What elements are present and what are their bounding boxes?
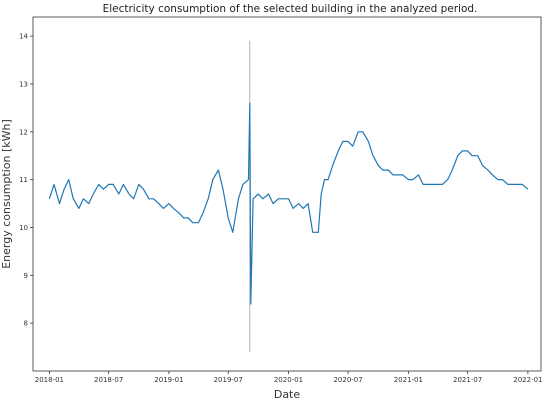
y-tick-label: 9 xyxy=(24,272,28,280)
series-line xyxy=(48,102,529,305)
y-axis-label: Energy consumption [kWh] xyxy=(0,119,13,269)
y-tick-label: 14 xyxy=(19,33,28,41)
x-tick-label: 2021-01 xyxy=(394,376,423,384)
y-tick-label: 12 xyxy=(19,128,28,136)
x-tick-label: 2020-01 xyxy=(274,376,303,384)
plot-frame xyxy=(32,16,542,372)
x-tick-label: 2020-07 xyxy=(333,376,362,384)
x-tick-label: 2019-07 xyxy=(214,376,243,384)
x-tick-label: 2018-01 xyxy=(35,376,64,384)
chart-title: Electricity consumption of the selected … xyxy=(103,3,478,15)
y-tick-label: 10 xyxy=(19,224,28,232)
x-tick-label: 2018-07 xyxy=(94,376,123,384)
x-axis: 2018-01 2018-07 2019-01 2019-07 2020-01 2020-… xyxy=(35,371,543,384)
plot-area xyxy=(32,16,542,372)
y-axis: 8 9 10 11 12 13 14 xyxy=(19,33,33,328)
x-tick-label: 2021-07 xyxy=(453,376,482,384)
x-tick-label: 2022-01 xyxy=(513,376,542,384)
y-tick-label: 8 xyxy=(24,320,28,328)
y-tick-label: 11 xyxy=(19,176,28,184)
y-tick-label: 13 xyxy=(19,80,28,88)
x-tick-label: 2019-01 xyxy=(154,376,183,384)
x-axis-label: Date xyxy=(274,388,301,401)
